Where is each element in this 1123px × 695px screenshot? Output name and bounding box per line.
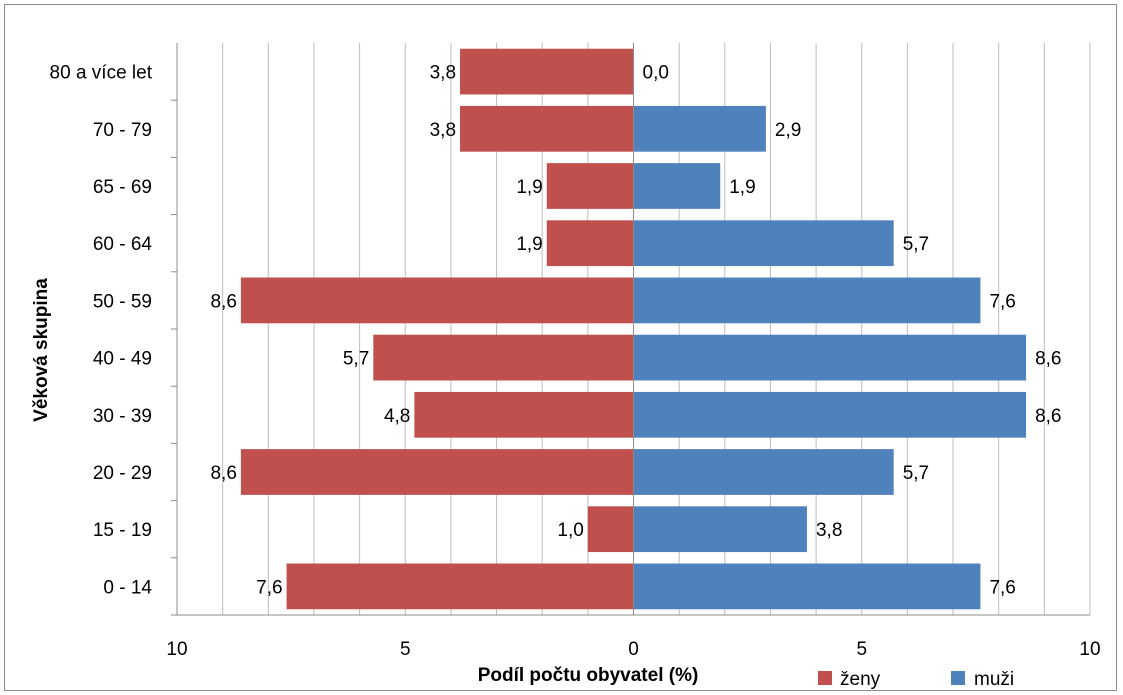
- bar-zeny-3: [414, 391, 634, 438]
- y-tick-label-3: 30 - 39: [93, 406, 152, 427]
- x-tick-label-1: 5: [400, 639, 411, 660]
- bar-muzi-0: [633, 563, 981, 610]
- bar-zeny-1: [587, 506, 634, 553]
- bar-muzi-1: [633, 506, 807, 553]
- legend-label-0: ženy: [840, 669, 881, 690]
- bar-zeny-7: [546, 163, 634, 209]
- legend-label-1: muži: [974, 669, 1014, 690]
- bar-zeny-6: [546, 220, 634, 267]
- y-tick-label-7: 65 - 69: [93, 177, 152, 198]
- data-label-muzi-6: 5,7: [903, 234, 929, 255]
- data-labels: 7,6 1,0 8,6 4,8 5,7 8,6 1,9 1,9 3,8 3,8 7,6 3,8 5,7 8…: [210, 63, 1061, 599]
- data-label-muzi-1: 3,8: [816, 520, 842, 541]
- bar-zeny-4: [373, 334, 634, 381]
- bar-muzi-7: [633, 163, 721, 209]
- bars: [240, 48, 1027, 610]
- bar-muzi-8: [633, 105, 766, 152]
- data-label-zeny-8: 3,8: [430, 120, 456, 141]
- data-label-zeny-4: 5,7: [343, 349, 369, 370]
- data-label-muzi-7: 1,9: [729, 177, 755, 198]
- data-label-zeny-1: 1,0: [557, 520, 583, 541]
- axes: 0 - 14 15 - 19 20 - 29 30 - 39 40 - 49 50 - 5…: [50, 43, 1101, 660]
- bar-muzi-2: [633, 449, 894, 495]
- x-tick-label-0: 10: [166, 639, 187, 660]
- y-axis-title: Věková skupina: [31, 278, 52, 422]
- y-tick-label-8: 70 - 79: [93, 120, 152, 141]
- bar-zeny-8: [460, 105, 634, 152]
- x-axis-title: Podíl počtu obyvatel (%): [478, 665, 699, 686]
- data-label-zeny-5: 8,6: [210, 291, 236, 312]
- data-label-muzi-9: 0,0: [643, 63, 669, 84]
- data-label-muzi-3: 8,6: [1035, 406, 1061, 427]
- legend-swatch-1: [951, 671, 965, 685]
- data-label-muzi-8: 2,9: [775, 120, 801, 141]
- x-tick-label-2: 0: [628, 639, 639, 660]
- bar-muzi-6: [633, 220, 894, 267]
- y-tick-label-5: 50 - 59: [93, 291, 152, 312]
- data-label-zeny-7: 1,9: [516, 177, 542, 198]
- data-label-zeny-2: 8,6: [210, 463, 236, 484]
- y-tick-label-6: 60 - 64: [93, 234, 153, 255]
- data-label-muzi-2: 5,7: [903, 463, 929, 484]
- bar-zeny-5: [240, 277, 634, 324]
- bar-muzi-3: [633, 391, 1027, 438]
- data-label-zeny-0: 7,6: [256, 577, 282, 598]
- x-tick-label-4: 10: [1079, 639, 1100, 660]
- data-label-zeny-6: 1,9: [516, 234, 542, 255]
- y-tick-label-1: 15 - 19: [93, 520, 152, 541]
- y-tick-label-4: 40 - 49: [93, 349, 152, 370]
- legend: ženy muži: [818, 669, 1014, 690]
- bar-zeny-2: [240, 449, 634, 495]
- data-label-muzi-4: 8,6: [1035, 349, 1061, 370]
- data-label-muzi-5: 7,6: [989, 291, 1015, 312]
- legend-swatch-0: [818, 671, 832, 685]
- y-tick-label-0: 0 - 14: [103, 577, 152, 598]
- data-label-zeny-3: 4,8: [384, 406, 410, 427]
- y-tick-label-9: 80 a více let: [50, 63, 153, 84]
- data-label-muzi-0: 7,6: [989, 577, 1015, 598]
- x-tick-label-3: 5: [856, 639, 867, 660]
- data-label-zeny-9: 3,8: [430, 63, 456, 84]
- bar-muzi-4: [633, 334, 1027, 381]
- bar-muzi-5: [633, 277, 981, 324]
- y-tick-label-2: 20 - 29: [93, 463, 152, 484]
- bar-zeny-9: [460, 48, 634, 95]
- bar-zeny-0: [286, 563, 634, 610]
